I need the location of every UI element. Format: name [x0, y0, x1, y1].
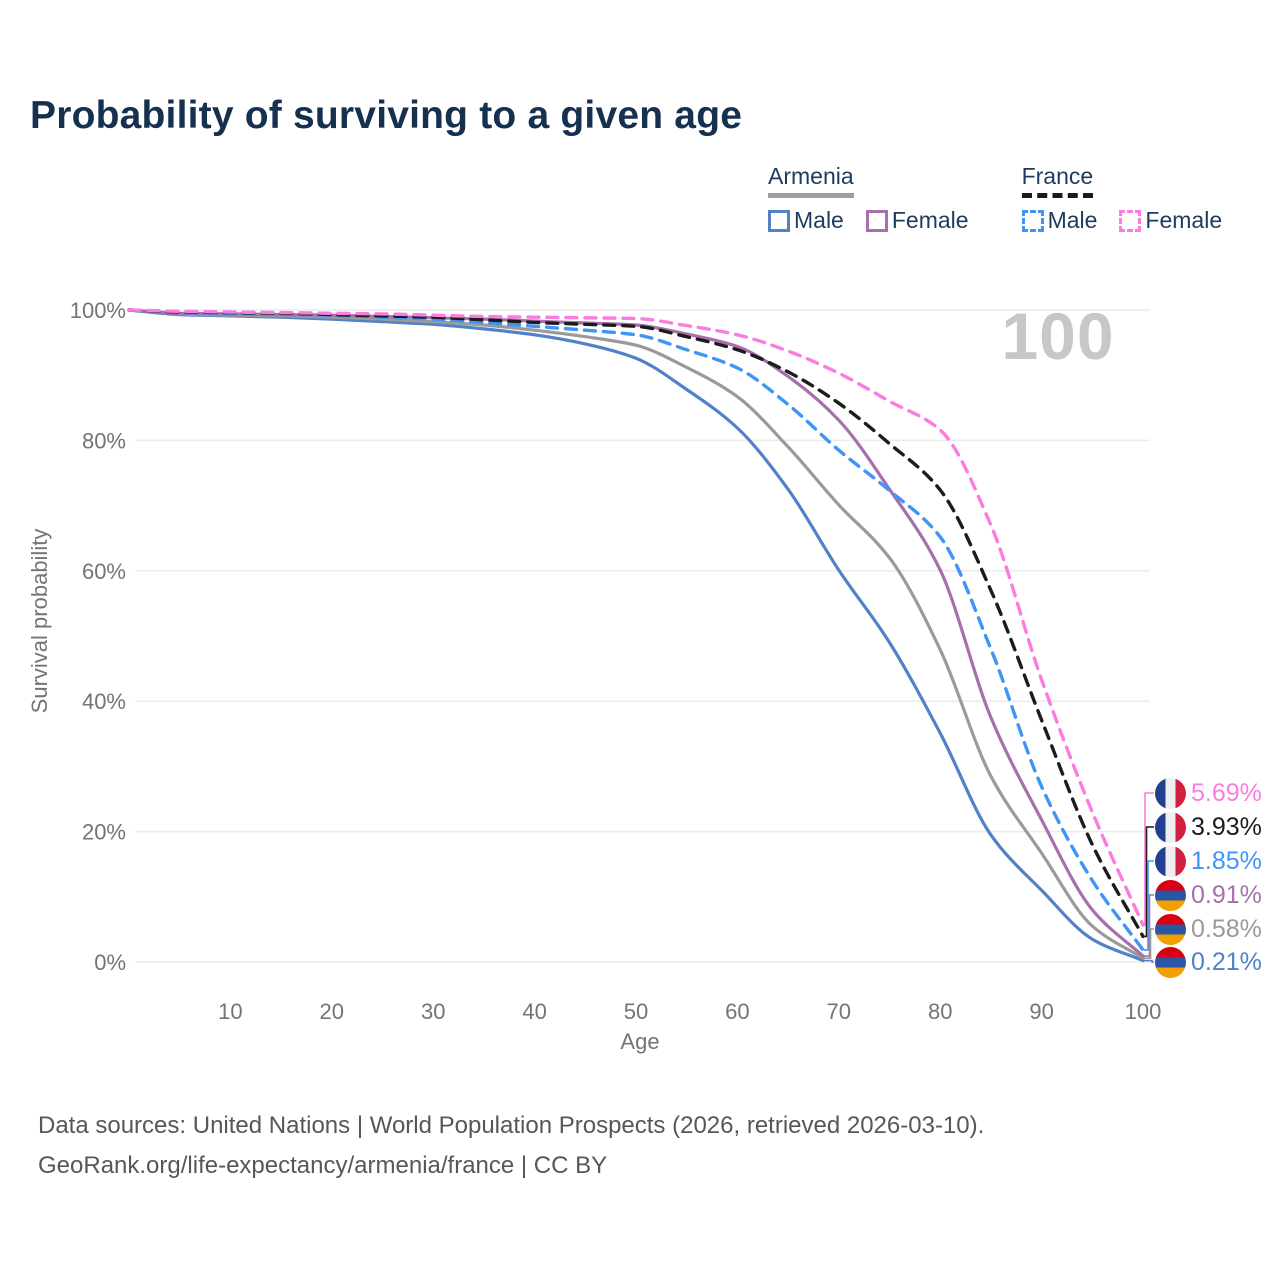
curve-armenia-both	[127, 308, 1145, 960]
legend-item-france-male[interactable]: Male	[1021, 207, 1098, 234]
legend-group-france: France Male Female	[1021, 163, 1222, 234]
x-tick-90: 90	[1029, 999, 1053, 1024]
legend: Armenia Male Female France Male	[768, 163, 1222, 234]
legend-items-armenia: Male Female	[768, 207, 969, 234]
legend-item-armenia-female[interactable]: Female	[865, 207, 969, 234]
end-label-value: 0.91%	[1191, 880, 1262, 909]
legend-item-armenia-male[interactable]: Male	[768, 207, 844, 234]
legend-label-france-female: Female	[1145, 207, 1223, 233]
end-label-armenia-female: 0.91%	[1155, 878, 1262, 912]
end-label-armenia-total: 0.58%	[1155, 912, 1262, 946]
legend-group-armenia: Armenia Male Female	[768, 163, 969, 234]
legend-swatch-france-female-icon	[1119, 209, 1142, 232]
footer: Data sources: United Nations | World Pop…	[38, 1106, 984, 1186]
end-label-france-female: 5.69%	[1155, 776, 1262, 810]
x-axis-title: Age	[620, 1029, 659, 1054]
end-label-value: 1.85%	[1191, 846, 1262, 875]
leader-line-3	[1144, 894, 1154, 957]
footer-attribution: GeoRank.org/life-expectancy/armenia/fran…	[38, 1152, 608, 1179]
curve-france-male	[127, 308, 1145, 952]
x-tick-70: 70	[827, 999, 851, 1024]
france-flag-icon	[1155, 777, 1186, 809]
y-tick-40: 40%	[82, 689, 126, 714]
x-tick-40: 40	[522, 999, 546, 1024]
footer-sources: Data sources: United Nations | World Pop…	[38, 1112, 985, 1139]
x-tick-20: 20	[320, 999, 344, 1024]
y-axis-title: Survival probability	[27, 529, 52, 714]
legend-header-france: France	[1021, 163, 1094, 198]
end-label-value: 3.93%	[1191, 812, 1262, 841]
x-tick-100: 100	[1125, 999, 1162, 1024]
legend-swatch-france-male-icon	[1021, 209, 1044, 232]
x-tick-50: 50	[624, 999, 648, 1024]
x-tick-30: 30	[421, 999, 445, 1024]
legend-items-france: Male Female	[1021, 207, 1222, 234]
age-watermark: 100	[1001, 299, 1115, 373]
armenia-flag-icon	[1155, 946, 1186, 978]
y-tick-80: 80%	[82, 428, 126, 453]
legend-item-france-female[interactable]: Female	[1119, 207, 1222, 234]
x-tick-10: 10	[218, 999, 242, 1024]
x-tick-80: 80	[928, 999, 952, 1024]
page-title: Probability of surviving to a given age	[30, 94, 743, 137]
legend-swatch-armenia-male-icon	[768, 209, 790, 232]
leader-line-2	[1144, 860, 1154, 951]
y-tick-0: 0%	[94, 950, 126, 975]
y-tick-60: 60%	[82, 559, 126, 584]
armenia-flag-icon	[1155, 879, 1186, 911]
leader-line-5	[1144, 959, 1154, 963]
curve-france-female	[127, 308, 1145, 927]
legend-header-armenia: Armenia	[768, 163, 854, 198]
y-tick-20: 20%	[82, 820, 126, 845]
end-label-value: 5.69%	[1191, 778, 1262, 807]
curve-armenia-male	[127, 308, 1145, 963]
end-label-value: 0.58%	[1191, 914, 1262, 943]
legend-swatch-armenia-female-icon	[865, 209, 888, 232]
legend-label-armenia-female: Female	[891, 207, 969, 233]
end-label-france-total: 3.93%	[1155, 810, 1262, 844]
end-label-value: 0.21%	[1191, 947, 1262, 976]
curve-france-both	[127, 308, 1145, 939]
france-flag-icon	[1155, 845, 1186, 877]
legend-label-armenia-male: Male	[794, 207, 844, 233]
france-flag-icon	[1155, 811, 1186, 843]
leader-line-0	[1144, 792, 1154, 926]
y-tick-100: 100%	[70, 298, 126, 323]
leader-line-1	[1144, 826, 1154, 938]
end-label-armenia-male: 0.21%	[1155, 945, 1262, 979]
end-label-france-male: 1.85%	[1155, 844, 1262, 878]
leader-line-4	[1144, 928, 1154, 959]
armenia-flag-icon	[1155, 913, 1186, 945]
legend-label-france-male: Male	[1047, 207, 1098, 233]
curve-armenia-female	[127, 308, 1145, 958]
x-tick-60: 60	[725, 999, 749, 1024]
